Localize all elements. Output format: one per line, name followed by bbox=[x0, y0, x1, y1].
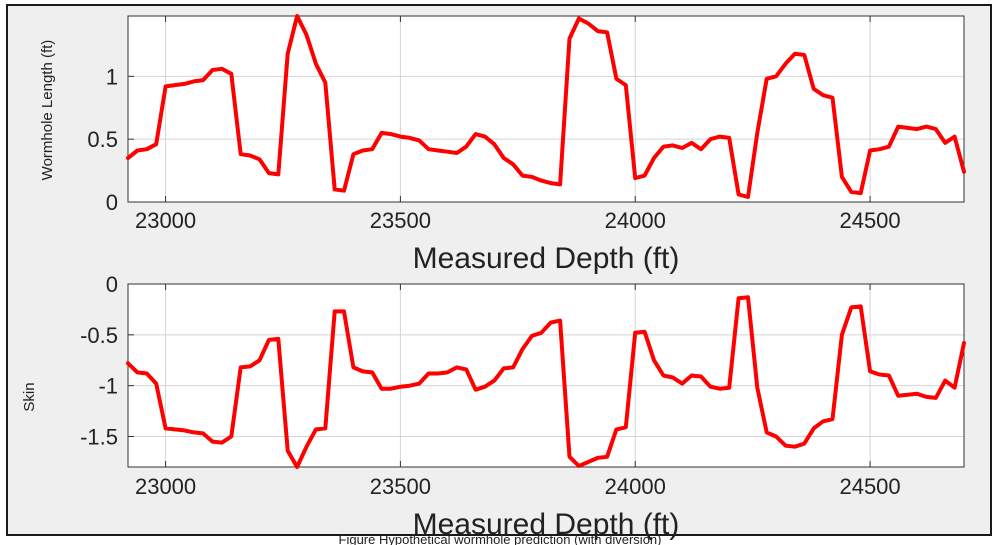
top-x-tick-label: 24500 bbox=[839, 208, 900, 233]
bottom-x-axis-label: Measured Depth (ft) bbox=[413, 508, 680, 541]
top-x-tick-label: 24000 bbox=[605, 208, 666, 233]
bottom-y-tick-label: 0 bbox=[106, 272, 118, 297]
top-plot-area bbox=[128, 16, 964, 202]
top-x-tick-label: 23500 bbox=[370, 208, 431, 233]
bottom-x-tick-label: 23500 bbox=[370, 474, 431, 499]
bottom-series-line bbox=[126, 295, 966, 469]
bottom-y-axis-label: Skin bbox=[21, 382, 38, 411]
top-x-axis-label: Measured Depth (ft) bbox=[413, 242, 680, 275]
top-y-tick-label: 0.5 bbox=[87, 127, 118, 152]
top-y-tick-label: 0 bbox=[106, 190, 118, 215]
bottom-x-tick-label: 24500 bbox=[839, 474, 900, 499]
top-y-tick-label: 1 bbox=[106, 64, 118, 89]
bottom-axes-box bbox=[127, 283, 965, 468]
top-y-axis-label: Wormhole Length (ft) bbox=[39, 40, 56, 181]
bottom-x-tick-label: 23000 bbox=[135, 474, 196, 499]
top-series-line bbox=[126, 14, 966, 199]
figure-caption: Figure Hypothetical wormhole prediction … bbox=[338, 534, 662, 545]
top-axes-box bbox=[127, 15, 965, 203]
bottom-y-tick-label: -1 bbox=[98, 374, 118, 399]
top-x-tick-label: 23000 bbox=[135, 208, 196, 233]
bottom-y-tick-label: -1.5 bbox=[80, 425, 118, 450]
bottom-x-tick-label: 24000 bbox=[605, 474, 666, 499]
bottom-y-tick-label: -0.5 bbox=[80, 323, 118, 348]
